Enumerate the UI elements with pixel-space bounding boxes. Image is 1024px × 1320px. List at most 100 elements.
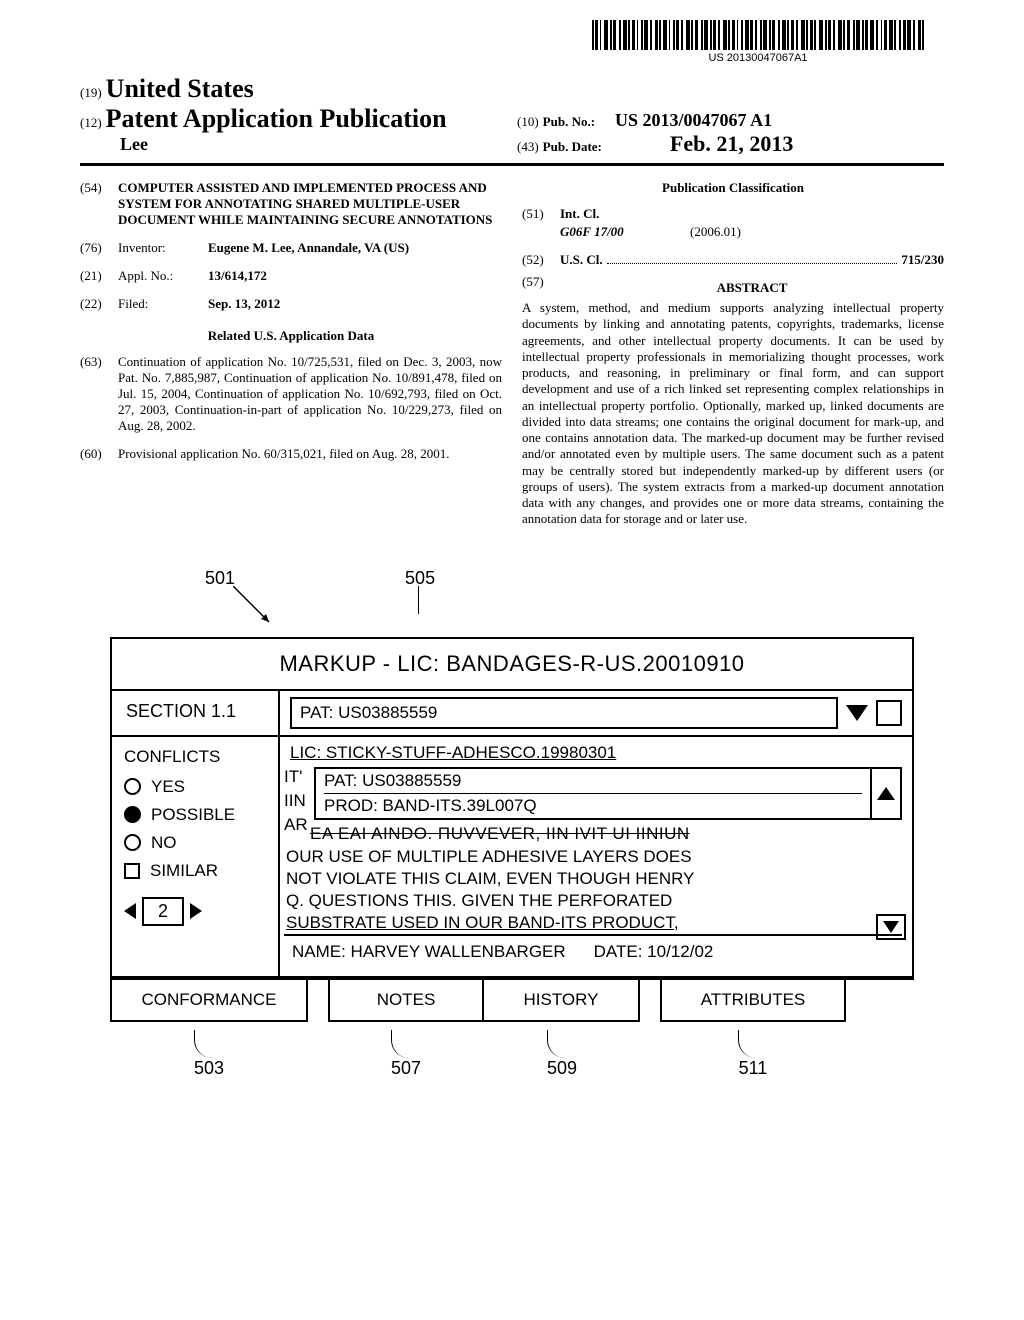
radio-yes[interactable]: YES [124,777,270,797]
abstract-text: A system, method, and medium supports an… [522,300,944,528]
appl-no-value: 13/614,172 [208,268,502,284]
tab-conformance[interactable]: CONFORMANCE [110,980,308,1022]
radio-icon [124,834,141,851]
inid-57: (57) [522,274,560,300]
annotator-name: NAME: HARVEY WALLENBARGER [292,942,566,962]
tabs-row: CONFORMANCE NOTES HISTORY ATTRIBUTES [110,980,914,1022]
lic-line: LIC: STICKY-STUFF-ADHESCO.19980301 [284,743,902,763]
ref-503: 503 [194,1058,224,1078]
uscl-dots [607,263,898,264]
author-name: Lee [80,134,507,155]
checkbox-icon [124,863,140,879]
callout-line [391,1030,421,1058]
barcode-bars [592,20,924,50]
arrow-icon [417,586,419,614]
section-label: SECTION 1.1 [112,691,280,735]
callouts: 503 507 509 511 [110,1030,914,1079]
radio-label: YES [151,777,185,797]
filed-value: Sep. 13, 2012 [208,296,502,312]
bibliographic-data: (54) COMPUTER ASSISTED AND IMPLEMENTED P… [80,180,944,528]
chevron-down-icon [883,921,899,933]
radio-no[interactable]: NO [124,833,270,853]
inid-60: (60) [80,446,118,462]
dd-line-1: PAT: US03885559 [324,771,862,794]
intcl-date: (2006.01) [690,224,741,240]
intcl-label: Int. Cl. [560,206,599,222]
invention-title: COMPUTER ASSISTED AND IMPLEMENTED PROCES… [118,180,502,228]
ref-507: 507 [391,1058,421,1078]
ref-505: 505 [405,568,435,589]
pub-no-label: Pub. No.: [543,114,595,129]
barcode: US 20130047067A1 [592,20,924,64]
pub-class-heading: Publication Classification [522,180,944,196]
callout-line [738,1030,768,1058]
inid-21: (21) [80,268,118,284]
inventor-label: Inventor: [118,240,208,256]
filed-label: Filed: [118,296,208,312]
related-heading: Related U.S. Application Data [80,328,502,344]
action-button[interactable] [876,700,902,726]
pub-no-value: US 2013/0047067 A1 [615,110,772,130]
chevron-up-icon[interactable] [877,787,895,800]
callout-line [194,1030,224,1058]
tab-attributes[interactable]: ATTRIBUTES [660,980,846,1022]
pub-date-value: Feb. 21, 2013 [670,131,793,156]
doc-header: (19) United States (12) Patent Applicati… [80,74,944,157]
scroll-down-button[interactable] [876,914,906,940]
pub-date-label: Pub. Date: [543,139,602,154]
inid-19: (19) [80,85,102,100]
ref-511: 511 [739,1058,768,1078]
tab-history[interactable]: HISTORY [484,980,640,1022]
publication-type: Patent Application Publication [106,104,447,133]
conflicts-panel: CONFLICTS YES POSSIBLE NO SIMILAR [112,737,280,976]
inid-52: (52) [522,252,560,268]
uscl-value: 715/230 [901,252,944,268]
divider [80,163,944,166]
inid-54: (54) [80,180,118,228]
inid-51: (51) [522,206,560,222]
country: United States [106,74,254,103]
figure-drawing: 501 505 MARKUP - LIC: BANDAGES-R-US.2001… [80,568,944,1079]
pat-dropdown[interactable]: PAT: US03885559 [290,697,838,729]
inventor-value: Eugene M. Lee, Annandale, VA (US) [208,240,502,256]
radio-label: NO [151,833,177,853]
appl-no-label: Appl. No.: [118,268,208,284]
opinion-text: OUR USE OF MULTIPLE ADHESIVE LAYERS DOES… [284,846,902,934]
bg-text: IT' [284,767,302,787]
radio-icon [124,806,141,823]
dd-line-2: PROD: BAND-ITS.39L007Q [324,796,862,816]
uscl-label: U.S. Cl. [560,252,603,268]
markup-window: MARKUP - LIC: BANDAGES-R-US.20010910 SEC… [110,637,914,980]
inid-10: (10) [517,114,539,129]
chevron-down-icon[interactable] [846,705,868,721]
page-number: 2 [142,897,184,926]
continuation-text: Continuation of application No. 10/725,5… [118,354,502,434]
inid-63: (63) [80,354,118,434]
barcode-number: US 20130047067A1 [592,52,924,64]
reference-dropdown[interactable]: PAT: US03885559 PROD: BAND-ITS.39L007Q [314,767,902,820]
tab-notes[interactable]: NOTES [328,980,484,1022]
radio-icon [124,778,141,795]
inid-76: (76) [80,240,118,256]
ref-501: 501 [205,568,235,589]
inid-12: (12) [80,115,102,130]
provisional-text: Provisional application No. 60/315,021, … [118,446,502,462]
radio-label: POSSIBLE [151,805,235,825]
radio-possible[interactable]: POSSIBLE [124,805,270,825]
arrow-icon [233,586,273,626]
checkbox-similar[interactable]: SIMILAR [124,861,270,881]
abstract-heading: ABSTRACT [560,280,944,296]
prev-icon[interactable] [124,903,136,919]
bg-text: AR [284,815,308,835]
conflicts-title: CONFLICTS [124,747,270,767]
next-icon[interactable] [190,903,202,919]
intcl-code: G06F 17/00 [560,224,624,239]
bg-text: IIN [284,791,306,811]
inid-43: (43) [517,139,539,154]
window-title: MARKUP - LIC: BANDAGES-R-US.20010910 [112,639,912,691]
inid-22: (22) [80,296,118,312]
ref-509: 509 [547,1058,577,1078]
pager: 2 [124,897,270,926]
callout-line [547,1030,577,1058]
notes-pane: IT' IIN AR LIC: STICKY-STUFF-ADHESCO.199… [280,737,912,976]
